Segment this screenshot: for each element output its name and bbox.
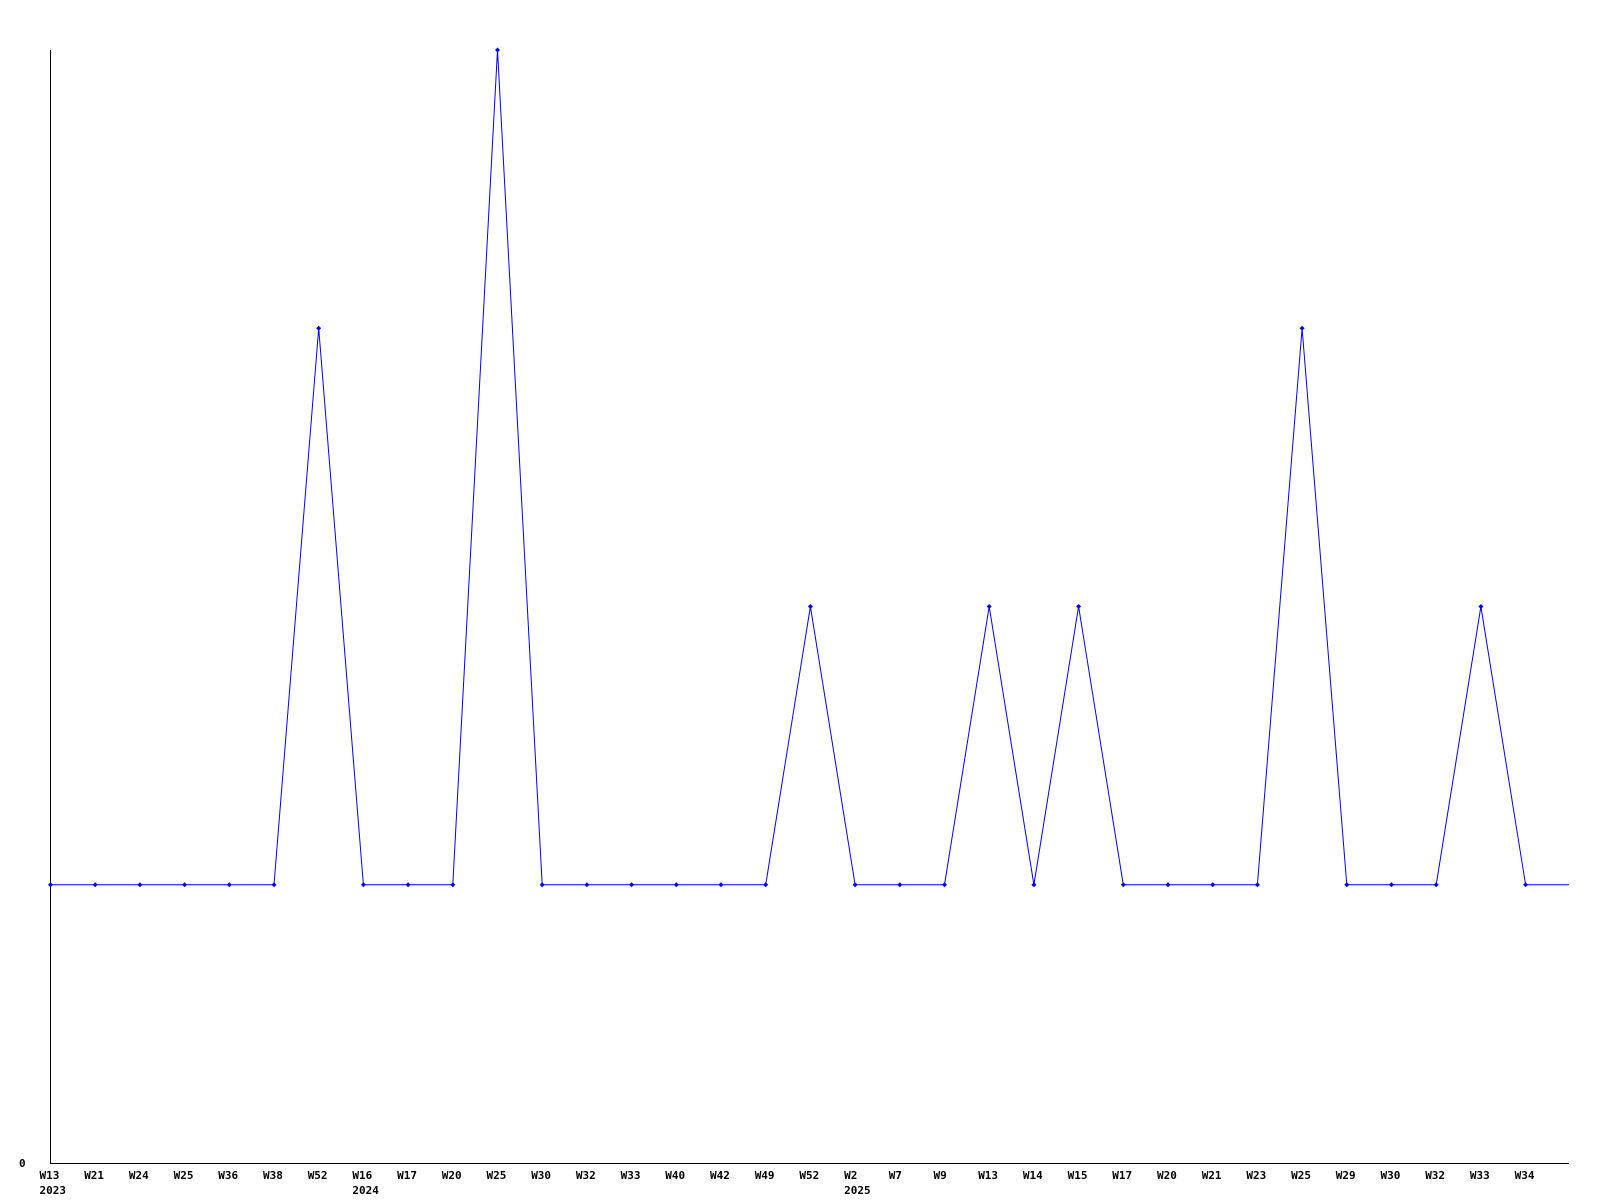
- x-tick-label: W30: [1381, 1169, 1401, 1182]
- y-tick-label: 0: [19, 1157, 26, 1170]
- data-point: [1254, 882, 1260, 888]
- x-tick-label: W49: [755, 1169, 775, 1182]
- x-tick-label: W24: [129, 1169, 149, 1182]
- data-point: [1344, 882, 1350, 888]
- x-tick-label: W38: [263, 1169, 283, 1182]
- x-tick-label: W33: [621, 1169, 641, 1182]
- data-point: [271, 882, 277, 888]
- data-point: [92, 882, 98, 888]
- year-label: 2025: [844, 1184, 871, 1197]
- x-tick-label: W17: [397, 1169, 417, 1182]
- x-tick-label: W21: [1202, 1169, 1222, 1182]
- data-point: [1433, 882, 1439, 888]
- year-label: 2024: [352, 1184, 379, 1197]
- data-point: [182, 882, 188, 888]
- x-tick-label: W15: [1068, 1169, 1088, 1182]
- data-point: [360, 882, 366, 888]
- x-tick-label: W21: [84, 1169, 104, 1182]
- x-tick-label: W25: [1291, 1169, 1311, 1182]
- x-tick-label: W33: [1470, 1169, 1490, 1182]
- data-point: [673, 882, 679, 888]
- data-point: [986, 604, 992, 609]
- year-label: 2023: [40, 1184, 67, 1197]
- x-tick-label: W25: [174, 1169, 194, 1182]
- x-tick-label: W29: [1336, 1169, 1356, 1182]
- data-point: [539, 882, 545, 888]
- x-tick-label: W25: [487, 1169, 507, 1182]
- series-line: [50, 49, 1569, 886]
- x-tick-label: W34: [1515, 1169, 1535, 1182]
- data-point: [1210, 882, 1216, 888]
- x-tick-label: W14: [1023, 1169, 1043, 1182]
- x-tick-label: W7: [889, 1169, 902, 1182]
- x-tick-label: W20: [1157, 1169, 1177, 1182]
- data-point: [316, 325, 322, 331]
- x-tick-label: W42: [710, 1169, 730, 1182]
- x-tick-label: W30: [531, 1169, 551, 1182]
- x-tick-label: W32: [1425, 1169, 1445, 1182]
- x-tick-label: W52: [799, 1169, 819, 1182]
- data-point: [1523, 882, 1529, 888]
- data-point: [1031, 882, 1037, 888]
- data-point: [450, 882, 456, 888]
- data-point: [226, 882, 232, 888]
- data-point: [1478, 604, 1484, 609]
- data-point: [137, 882, 143, 888]
- x-tick-label: W13: [978, 1169, 998, 1182]
- data-point: [1076, 604, 1082, 609]
- data-point: [495, 47, 500, 53]
- data-point: [1299, 325, 1305, 331]
- data-point: [763, 882, 769, 888]
- data-point: [629, 882, 635, 888]
- x-tick-label: W52: [308, 1169, 328, 1182]
- data-point: [405, 882, 411, 888]
- x-tick-label: W36: [218, 1169, 238, 1182]
- data-point: [807, 604, 813, 609]
- data-point: [897, 882, 903, 888]
- data-point: [48, 882, 53, 888]
- x-tick-label: W20: [442, 1169, 462, 1182]
- x-tick-label: W32: [576, 1169, 596, 1182]
- data-point: [942, 882, 947, 888]
- x-tick-label: W9: [934, 1169, 947, 1182]
- data-point: [584, 882, 590, 888]
- x-tick-label: W13: [40, 1169, 60, 1182]
- data-point: [1389, 882, 1394, 888]
- data-point: [852, 882, 858, 888]
- x-tick-label: W17: [1112, 1169, 1132, 1182]
- x-tick-label: W40: [665, 1169, 685, 1182]
- data-point: [718, 882, 724, 888]
- data-point: [1165, 882, 1171, 888]
- x-tick-label: W2: [844, 1169, 857, 1182]
- x-tick-label: W16: [352, 1169, 372, 1182]
- x-tick-label: W23: [1246, 1169, 1266, 1182]
- data-point: [1120, 882, 1126, 888]
